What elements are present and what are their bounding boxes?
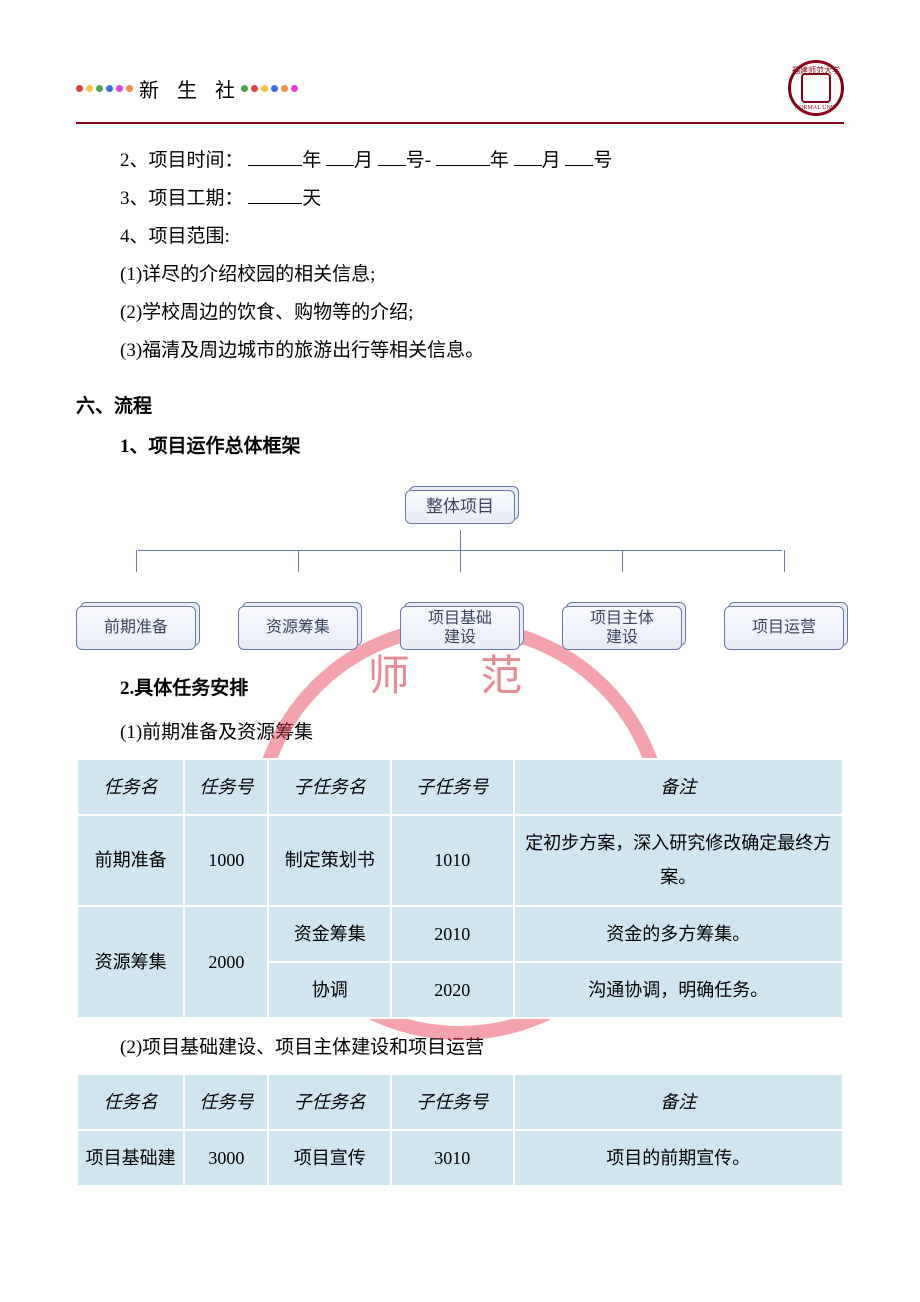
unit-month1: 月 <box>354 150 373 171</box>
task-table-2: 任务名任务号子任务名子任务号备注项目基础建3000项目宣传3010项目的前期宣传… <box>76 1073 844 1187</box>
flow-connector-drop <box>136 550 137 572</box>
flow-node-child: 项目基础 建设 <box>400 606 520 650</box>
dot-icon <box>116 85 123 92</box>
seal-inner-icon <box>801 73 831 103</box>
line-project-scope-title: 4、项目范围: <box>120 218 844 256</box>
task-name-cell: 前期准备 <box>77 815 184 905</box>
table-row: 资源筹集2000资金筹集2010资金的多方筹集。 <box>77 906 843 962</box>
flow-node-root: 整体项目 <box>405 490 515 524</box>
dot-icon <box>86 85 93 92</box>
scope-item-1: (1)详尽的介绍校园的相关信息; <box>120 256 844 294</box>
flow-node-child: 前期准备 <box>76 606 196 650</box>
header-badge: 新生社 <box>76 74 298 103</box>
note-cell: 沟通协调，明确任务。 <box>514 962 843 1018</box>
flowchart: 整体项目 前期准备资源筹集项目基础 建设项目主体 建设项目运营 <box>76 490 844 650</box>
note-cell: 项目的前期宣传。 <box>514 1130 843 1186</box>
flow-connector-drop <box>622 550 623 572</box>
badge-char: 新 <box>139 74 159 103</box>
subtask-name-cell: 项目宣传 <box>268 1130 391 1186</box>
flow-connector-drop <box>460 550 461 572</box>
table-header-cell: 任务号 <box>184 759 268 815</box>
table-header-cell: 备注 <box>514 1074 843 1130</box>
table-header-cell: 任务名 <box>77 759 184 815</box>
badge-char: 社 <box>215 74 235 103</box>
flow-node-child: 项目主体 建设 <box>562 606 682 650</box>
section-6-title: 六、流程 <box>76 388 844 426</box>
dots-right <box>241 85 298 92</box>
label: 2、项目时间： <box>120 150 244 171</box>
section-6-1-title: 1、项目运作总体框架 <box>120 428 844 466</box>
label: 3、项目工期： <box>120 188 244 209</box>
watermark-text: 师 范 <box>368 642 553 703</box>
subtask-num-cell: 1010 <box>391 815 514 905</box>
table-header-cell: 任务号 <box>184 1074 268 1130</box>
blank-month2 <box>514 147 542 166</box>
blank-year2 <box>436 147 490 166</box>
note-cell: 定初步方案，深入研究修改确定最终方案。 <box>514 815 843 905</box>
task-name-cell: 资源筹集 <box>77 906 184 1018</box>
unit-month2: 月 <box>542 150 561 171</box>
task-num-cell: 2000 <box>184 906 268 1018</box>
table-header-cell: 备注 <box>514 759 843 815</box>
dot-icon <box>261 85 268 92</box>
scope-item-2: (2)学校周边的饮食、购物等的介绍; <box>120 294 844 332</box>
dots-left <box>76 85 133 92</box>
unit-year2: 年 <box>490 150 509 171</box>
unit-year1: 年 <box>302 150 321 171</box>
seal-text-bottom: NORMAL UNIV <box>791 105 841 111</box>
table-header-cell: 子任务名 <box>268 759 391 815</box>
table-header-cell: 任务名 <box>77 1074 184 1130</box>
subtask-name-cell: 协调 <box>268 962 391 1018</box>
flow-root: 整体项目 <box>405 490 515 524</box>
dot-icon <box>281 85 288 92</box>
flow-children: 前期准备资源筹集项目基础 建设项目主体 建设项目运营 <box>76 606 844 650</box>
unit-day1: 号- <box>406 150 431 171</box>
page: 新生社 福建师范大学 NORMAL UNIV 师 范 2、项目时间： 年 月 号… <box>0 0 920 1227</box>
page-header: 新生社 福建师范大学 NORMAL UNIV <box>76 60 844 124</box>
task-name-cell: 项目基础建 <box>77 1130 184 1186</box>
subtask-num-cell: 2020 <box>391 962 514 1018</box>
table-row: 项目基础建3000项目宣传3010项目的前期宣传。 <box>77 1130 843 1186</box>
flow-connector-drop <box>298 550 299 572</box>
dot-icon <box>291 85 298 92</box>
seal-text-top: 福建师范大学 <box>791 65 841 76</box>
blank-month1 <box>326 147 354 166</box>
dot-icon <box>271 85 278 92</box>
task-num-cell: 3000 <box>184 1130 268 1186</box>
line-project-time: 2、项目时间： 年 月 号- 年 月 号 <box>120 142 844 180</box>
dot-icon <box>126 85 133 92</box>
subtask-num-cell: 2010 <box>391 906 514 962</box>
unit-days: 天 <box>302 188 321 209</box>
table-header-cell: 子任务名 <box>268 1074 391 1130</box>
flow-node-child: 项目运营 <box>724 606 844 650</box>
flow-connector-v <box>460 530 461 550</box>
blank-day2 <box>565 147 593 166</box>
blank-day1 <box>378 147 406 166</box>
table-header-cell: 子任务号 <box>391 1074 514 1130</box>
flow-node-child: 资源筹集 <box>238 606 358 650</box>
dot-icon <box>241 85 248 92</box>
badge-chars: 新生社 <box>139 74 235 103</box>
flow-connector-drop <box>784 550 785 572</box>
badge-char: 生 <box>177 74 197 103</box>
dot-icon <box>106 85 113 92</box>
blank-year1 <box>248 147 302 166</box>
blank-days <box>248 185 302 204</box>
note-cell: 资金的多方筹集。 <box>514 906 843 962</box>
dot-icon <box>251 85 258 92</box>
subtask-name-cell: 资金筹集 <box>268 906 391 962</box>
university-seal-icon: 福建师范大学 NORMAL UNIV <box>788 60 844 116</box>
unit-day2: 号 <box>593 150 612 171</box>
subtask-num-cell: 3010 <box>391 1130 514 1186</box>
line-project-duration: 3、项目工期： 天 <box>120 180 844 218</box>
task-num-cell: 1000 <box>184 815 268 905</box>
dot-icon <box>96 85 103 92</box>
table-row: 前期准备1000制定策划书1010定初步方案，深入研究修改确定最终方案。 <box>77 815 843 905</box>
task-table-1: 任务名任务号子任务名子任务号备注前期准备1000制定策划书1010定初步方案，深… <box>76 758 844 1019</box>
table-header-cell: 子任务号 <box>391 759 514 815</box>
scope-item-3: (3)福清及周边城市的旅游出行等相关信息。 <box>120 332 844 370</box>
dot-icon <box>76 85 83 92</box>
subtask-name-cell: 制定策划书 <box>268 815 391 905</box>
